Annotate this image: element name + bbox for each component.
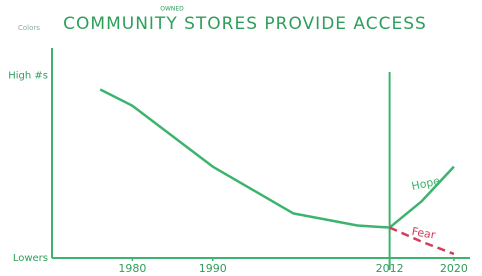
x-tick-label: 2020 <box>440 262 468 275</box>
corner-note: Colors <box>18 24 40 32</box>
y-tick-label: High #s <box>8 70 48 81</box>
x-tick-label: 1990 <box>199 262 227 275</box>
series-label: Hope <box>410 174 441 193</box>
chart: COMMUNITY STORES PROVIDE ACCESS OWNED Co… <box>0 0 482 276</box>
series-line <box>100 90 389 228</box>
series-line <box>390 167 454 228</box>
chart-title: COMMUNITY STORES PROVIDE ACCESS <box>63 14 427 34</box>
x-tick-label: 1980 <box>118 262 146 275</box>
title-insert: OWNED <box>160 6 184 13</box>
y-tick-label: Lowers <box>13 253 48 264</box>
